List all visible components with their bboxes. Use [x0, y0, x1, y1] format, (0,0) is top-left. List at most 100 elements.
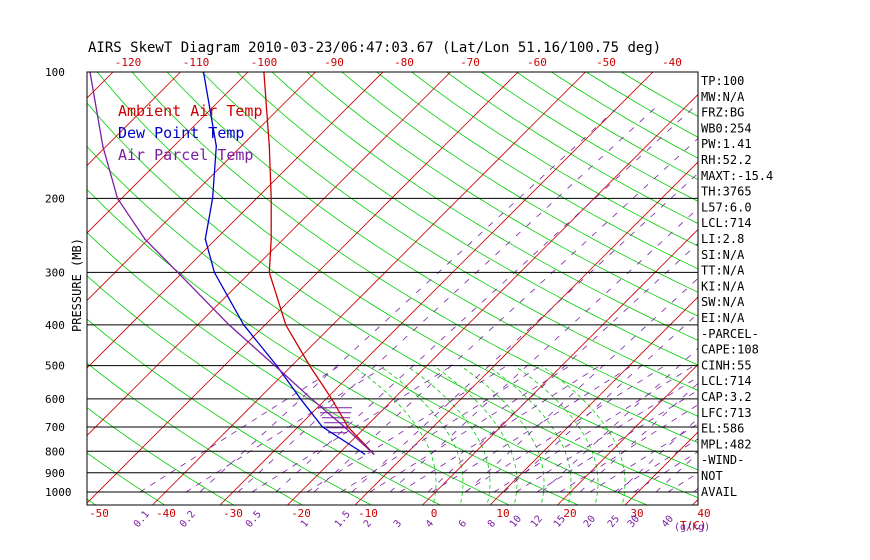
isotherm-line — [87, 72, 452, 437]
pressure-tick-label: 800 — [45, 445, 65, 458]
mixing-ratio-line — [251, 365, 453, 493]
series-point — [270, 197, 273, 200]
dry-adiabat-line — [87, 275, 442, 505]
series-point — [242, 324, 245, 326]
top-temperature-ticks: -120 -110 -100 -90 -80 -70 -60 -50 -40 — [115, 56, 682, 69]
bottom-temperature-tick-label: -40 — [156, 507, 176, 520]
pressure-tick-label: 900 — [45, 467, 65, 480]
series-line-0 — [263, 72, 375, 455]
mixing-ratio-line — [139, 365, 341, 493]
stat-entry: AVAIL — [701, 485, 737, 499]
series-point — [274, 364, 276, 367]
mixing-ratio-line — [199, 104, 621, 493]
stat-entry: NOT — [701, 469, 723, 483]
pressure-tick-label: 100 — [45, 66, 65, 79]
pressure-tick-label: 200 — [45, 192, 65, 205]
dry-adiabat-line — [87, 407, 235, 505]
series-line-2 — [89, 72, 375, 455]
dry-adiabat-line — [341, 72, 698, 293]
series-point — [299, 398, 302, 400]
series-point — [116, 197, 119, 200]
bottom-temperature-tick-label: 30 — [630, 507, 643, 520]
mixing-ratio-line — [464, 365, 666, 493]
isotherm-line — [489, 296, 698, 505]
legend: Ambient Air Temp Dew Point Temp Air Parc… — [118, 102, 263, 164]
pressure-tick-label: 400 — [45, 319, 65, 332]
isotherm-line — [87, 72, 384, 369]
mixing-ratio-line — [431, 365, 633, 493]
bottom-temperature-tick-label: -20 — [291, 507, 311, 520]
stat-entry: LI:2.8 — [701, 232, 744, 246]
series-point — [211, 197, 214, 200]
stat-entry: PW:1.41 — [701, 137, 752, 151]
pressure-ticks: 100 200 300 400 500 600 700 800 900 1000 — [45, 66, 72, 499]
series-line-1 — [202, 72, 365, 455]
bottom-temperature-tick-label: 0 — [431, 507, 438, 520]
series-point — [275, 364, 278, 367]
pressure-tick-label: 1000 — [45, 486, 72, 499]
top-temperature-tick-label: -100 — [251, 56, 278, 69]
dry-adiabat-line — [166, 72, 698, 417]
stat-entry: TH:3765 — [701, 185, 752, 199]
stat-entry: L57:6.0 — [701, 200, 752, 214]
mixing-ratio-line — [633, 451, 698, 493]
mixing-ratio-line — [536, 389, 698, 493]
stat-entry: CINH:55 — [701, 358, 752, 372]
stat-entry: TT:N/A — [701, 264, 745, 278]
isotherm-grid — [87, 72, 698, 505]
top-temperature-tick-label: -40 — [662, 56, 682, 69]
mixing-ratio-tick-label: 6 — [457, 518, 469, 530]
stat-entry: LCL:714 — [701, 216, 752, 230]
mixing-ratio-line — [559, 404, 698, 493]
mixing-ratio-line — [465, 277, 698, 493]
bottom-temperature-tick-label: -30 — [223, 507, 243, 520]
top-temperature-tick-label: -120 — [115, 56, 142, 69]
series-point — [343, 426, 346, 428]
legend-dew-point-temp: Dew Point Temp — [118, 124, 244, 142]
series-point — [213, 271, 216, 274]
stat-entry: FRZ:BG — [701, 106, 744, 120]
legend-ambient-air-temp: Ambient Air Temp — [118, 102, 263, 120]
stat-entry: LFC:713 — [701, 406, 752, 420]
stat-entry: KI:N/A — [701, 279, 745, 293]
series-point — [270, 238, 273, 240]
top-temperature-tick-label: -90 — [324, 56, 344, 69]
top-temperature-tick-label: -50 — [596, 56, 616, 69]
bottom-temperature-tick-label: -50 — [89, 507, 109, 520]
stat-entry: RH:52.2 — [701, 153, 752, 167]
isotherm-line — [354, 161, 698, 505]
bottom-temperature-tick-label: -10 — [358, 507, 378, 520]
series-point — [228, 324, 230, 326]
dry-adiabat-line — [236, 72, 698, 366]
dry-adiabat-line — [87, 452, 166, 505]
series-point — [285, 324, 287, 326]
series-point — [102, 145, 104, 147]
mixing-ratio-line — [351, 172, 698, 493]
mixing-ratio-tick-label: 8 — [486, 518, 498, 530]
dry-adiabat-line — [306, 72, 698, 317]
isotherm-line — [87, 72, 519, 504]
stat-entry: MPL:482 — [701, 437, 752, 451]
mixing-ratio-line — [369, 365, 571, 493]
dry-adiabat-line — [87, 232, 511, 505]
series-point — [268, 145, 271, 147]
bottom-temperature-tick-label: 40 — [697, 507, 710, 520]
mixing-ratio-line — [589, 423, 698, 493]
isotherm-line — [151, 72, 587, 505]
stat-entry: EI:N/A — [701, 311, 745, 325]
pressure-tick-label: 300 — [45, 266, 65, 279]
mixing-ratio-line — [427, 242, 698, 493]
series-point — [321, 426, 324, 428]
stat-entry: EL:586 — [701, 422, 744, 436]
dry-adiabat-line — [87, 318, 373, 505]
top-temperature-tick-label: -110 — [183, 56, 210, 69]
mixing-ratio-line — [306, 365, 508, 493]
dry-adiabat-line — [87, 102, 698, 499]
stat-entry: WB0:254 — [701, 121, 752, 135]
stat-entry: CAPE:108 — [701, 343, 759, 357]
top-temperature-tick-label: -70 — [460, 56, 480, 69]
stat-entry: SI:N/A — [701, 248, 745, 262]
dry-adiabat-line — [96, 72, 698, 471]
